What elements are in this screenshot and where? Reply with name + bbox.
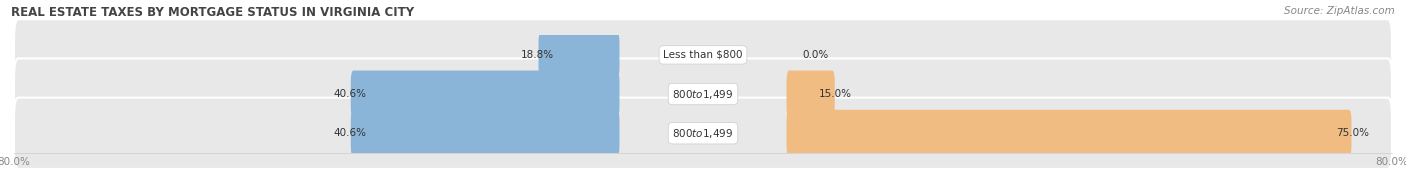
Text: 15.0%: 15.0% <box>820 89 852 99</box>
FancyBboxPatch shape <box>786 71 835 118</box>
Text: 40.6%: 40.6% <box>333 89 367 99</box>
FancyBboxPatch shape <box>538 31 620 78</box>
Text: 18.8%: 18.8% <box>520 50 554 60</box>
Text: 40.6%: 40.6% <box>333 128 367 138</box>
Text: $800 to $1,499: $800 to $1,499 <box>672 127 734 140</box>
Text: Source: ZipAtlas.com: Source: ZipAtlas.com <box>1284 6 1395 16</box>
FancyBboxPatch shape <box>786 110 1351 157</box>
Text: 75.0%: 75.0% <box>1336 128 1369 138</box>
Text: 0.0%: 0.0% <box>801 50 828 60</box>
FancyBboxPatch shape <box>14 19 1392 91</box>
FancyBboxPatch shape <box>350 71 620 118</box>
Text: $800 to $1,499: $800 to $1,499 <box>672 88 734 101</box>
FancyBboxPatch shape <box>350 110 620 157</box>
Text: Less than $800: Less than $800 <box>664 50 742 60</box>
Text: REAL ESTATE TAXES BY MORTGAGE STATUS IN VIRGINIA CITY: REAL ESTATE TAXES BY MORTGAGE STATUS IN … <box>11 6 415 19</box>
FancyBboxPatch shape <box>14 98 1392 169</box>
FancyBboxPatch shape <box>14 58 1392 130</box>
